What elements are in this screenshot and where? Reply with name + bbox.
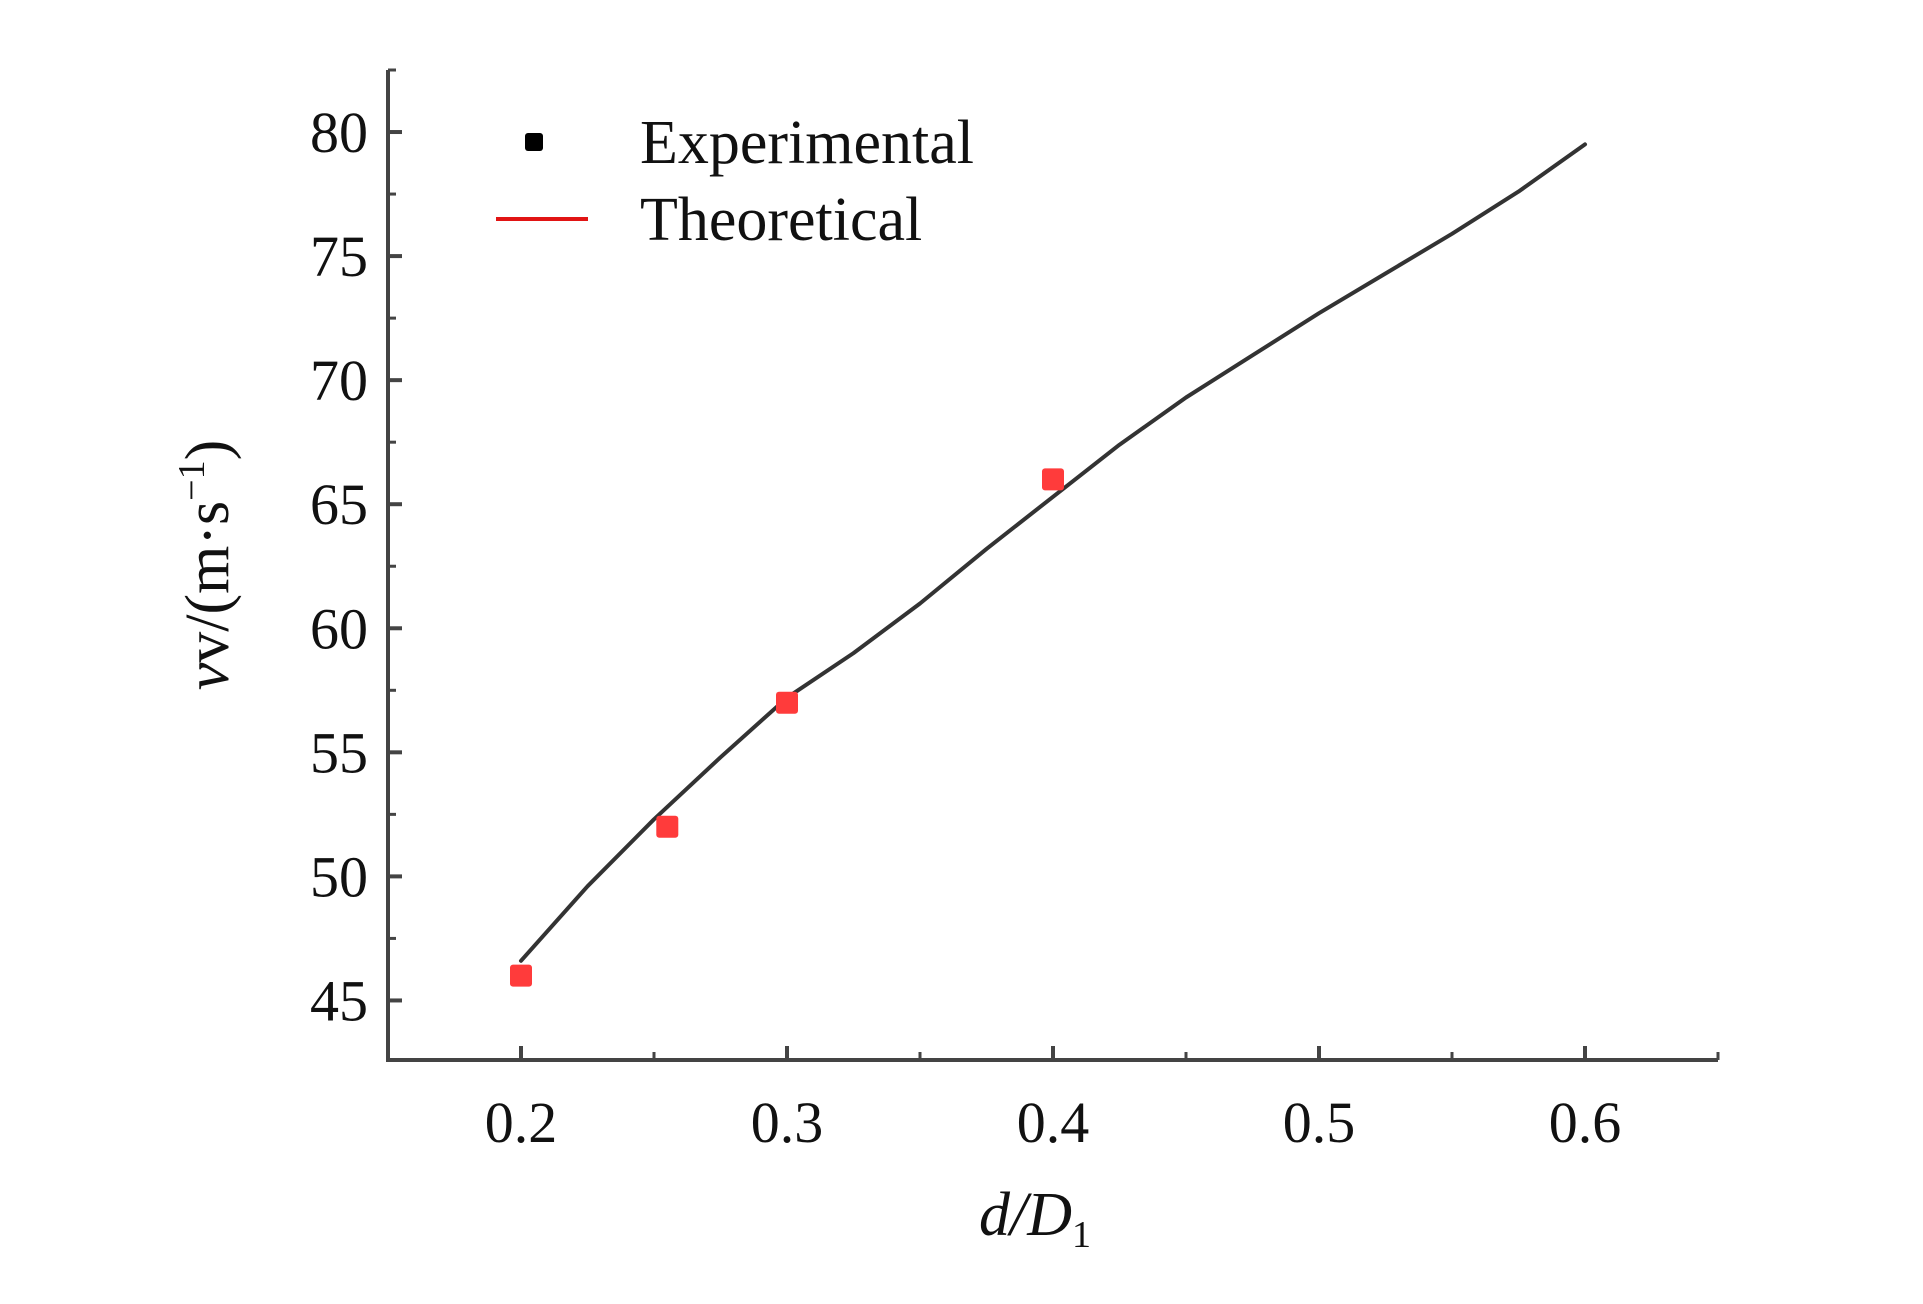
y-tick-label: 45 bbox=[310, 968, 368, 1033]
theoretical-curve bbox=[519, 142, 1587, 963]
y-axis-title: vv/(m·s−1) bbox=[171, 440, 242, 691]
y-tick-label: 75 bbox=[310, 224, 368, 289]
x-tick-label: 0.3 bbox=[751, 1090, 824, 1155]
x-tick-label: 0.6 bbox=[1549, 1090, 1622, 1155]
x-axis-title: d/D1 bbox=[979, 1181, 1091, 1256]
y-tick-label: 55 bbox=[310, 720, 368, 785]
y-tick-label: 60 bbox=[310, 596, 368, 661]
y-tick-label: 70 bbox=[310, 348, 368, 413]
x-ticks: 0.2 0.3 0.4 0.5 0.6 bbox=[485, 1046, 1720, 1155]
experimental-point bbox=[1042, 468, 1064, 491]
y-tick-label: 50 bbox=[310, 844, 368, 909]
x-tick-label: 0.4 bbox=[1017, 1090, 1090, 1155]
y-tick-label: 65 bbox=[310, 472, 368, 537]
experimental-point bbox=[510, 964, 532, 987]
y-tick-label: 80 bbox=[310, 100, 368, 165]
legend-marker-experimental bbox=[525, 133, 543, 151]
x-tick-label: 0.5 bbox=[1283, 1090, 1356, 1155]
x-tick-label: 0.2 bbox=[485, 1090, 558, 1155]
plot-layer bbox=[510, 142, 1587, 987]
legend: Experimental Theoretical bbox=[496, 109, 974, 254]
legend-label-experimental: Experimental bbox=[640, 109, 974, 177]
experimental-point bbox=[776, 691, 798, 714]
legend-label-theoretical: Theoretical bbox=[640, 186, 922, 254]
experimental-point bbox=[656, 815, 679, 838]
y-ticks: 45 50 55 60 65 70 75 80 bbox=[310, 68, 402, 1033]
